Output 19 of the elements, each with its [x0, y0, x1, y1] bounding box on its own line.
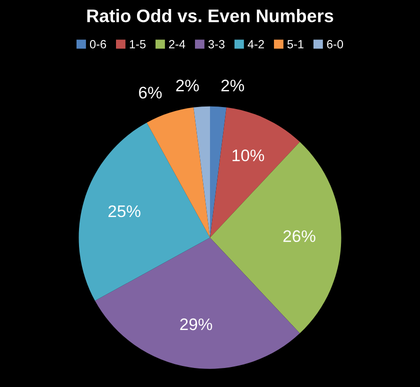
pie-slice [210, 106, 226, 238]
legend-label: 4-2 [248, 40, 264, 48]
legend-label: 1-5 [130, 40, 146, 48]
data-label: 6% [139, 86, 162, 99]
legend-label: 2-4 [169, 40, 186, 48]
pie-slice [78, 122, 210, 301]
legend-label: 6-0 [327, 40, 344, 48]
data-label: 29% [180, 318, 212, 330]
pie-slice [146, 107, 210, 238]
legend-label: 0-6 [90, 40, 106, 48]
legend-label: 5-1 [287, 40, 304, 48]
data-label: 2% [221, 80, 244, 92]
data-label: 10% [232, 150, 264, 162]
legend-label: 3-3 [208, 40, 225, 48]
chart-title: Ratio Odd vs. Even Numbers [87, 9, 334, 22]
pie-slice [194, 106, 210, 238]
data-label: 2% [176, 80, 199, 92]
data-label: 26% [283, 230, 316, 242]
data-label: 25% [108, 205, 140, 218]
